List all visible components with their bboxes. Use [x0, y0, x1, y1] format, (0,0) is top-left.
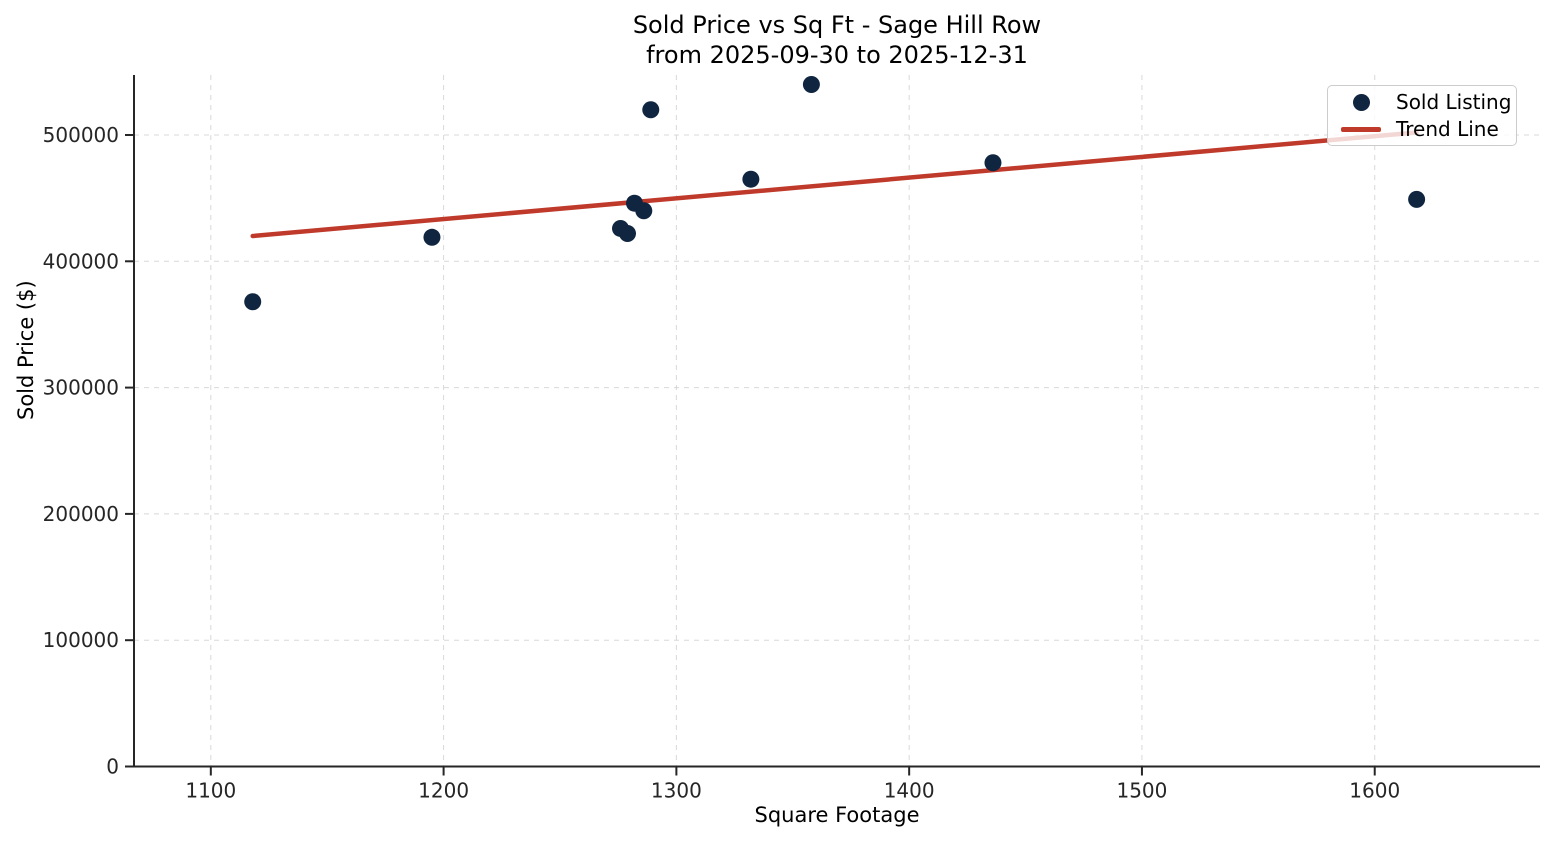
x-tick-label: 1200 [418, 779, 469, 803]
x-tick-label: 1500 [1116, 779, 1167, 803]
x-tick-label: 1600 [1349, 779, 1400, 803]
data-point [1408, 190, 1426, 208]
legend: Sold Listing Trend Line [1327, 85, 1517, 146]
trend-line [250, 130, 1419, 239]
data-point [984, 154, 1002, 172]
legend-label-sold-listing: Sold Listing [1396, 90, 1512, 114]
y-tick-label: 0 [106, 755, 119, 779]
data-point [642, 101, 660, 119]
legend-item-trend-line: Trend Line [1340, 117, 1506, 141]
y-tick-label: 200000 [43, 502, 119, 526]
scatter-marker-icon [1352, 93, 1370, 111]
y-tick-label: 500000 [43, 123, 119, 147]
trend-line-sample-icon [1341, 126, 1381, 132]
x-tick-label: 1300 [651, 779, 702, 803]
data-point [635, 202, 653, 220]
legend-label-trend-line: Trend Line [1396, 117, 1499, 141]
chart-title-line2: from 2025-09-30 to 2025-12-31 [646, 41, 1028, 69]
legend-swatch-wrap [1340, 126, 1382, 132]
y-tick-label: 300000 [43, 376, 119, 400]
x-axis-label: Square Footage [754, 803, 920, 827]
data-point [802, 75, 820, 93]
x-tick-label: 1100 [185, 779, 236, 803]
data-point [742, 170, 760, 188]
data-point [618, 225, 636, 243]
data-point [423, 228, 441, 246]
legend-swatch-wrap [1340, 93, 1382, 111]
legend-item-sold-listing: Sold Listing [1340, 90, 1511, 114]
y-tick-label: 400000 [43, 249, 119, 273]
x-tick-label: 1400 [884, 779, 935, 803]
data-point [244, 293, 262, 311]
y-tick-label: 100000 [43, 628, 119, 652]
chart-title-line1: Sold Price vs Sq Ft - Sage Hill Row [632, 11, 1042, 39]
chart-title: Sold Price vs Sq Ft - Sage Hill Row from… [134, 10, 1540, 70]
